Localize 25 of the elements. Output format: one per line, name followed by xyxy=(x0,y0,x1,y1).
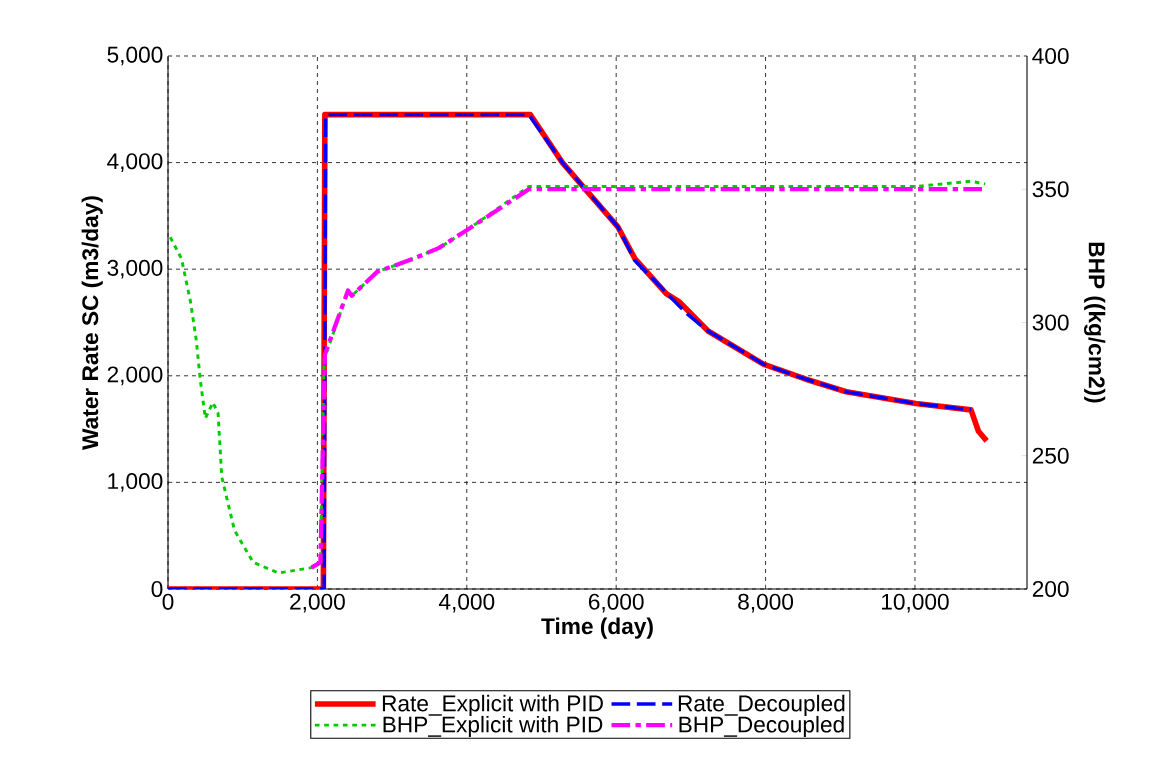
y-tick-label: 4,000 xyxy=(107,153,163,172)
y-tick-label: 5,000 xyxy=(107,46,163,66)
x-tick-label: 10,000 xyxy=(882,593,949,613)
legend-label: BHP_Decoupled xyxy=(679,715,844,738)
y2-tick-label: 350 xyxy=(1032,181,1069,198)
line-series xyxy=(168,179,987,575)
y-tick-label: 3,000 xyxy=(107,259,163,279)
legend-label: BHP_Explicit with PID xyxy=(383,715,603,738)
y2-tick-label: 250 xyxy=(1032,447,1069,464)
y-tick-label: 2,000 xyxy=(107,366,163,386)
legend-label: Rate_Explicit with PID xyxy=(382,694,603,716)
x-tick-label: 4,000 xyxy=(438,593,495,613)
y-axis-title: Water Rate SC (m3/day) xyxy=(81,196,103,450)
y2-tick-label: 300 xyxy=(1032,314,1069,331)
y-tick-label: 0 xyxy=(151,580,163,598)
x-tick-label: 6,000 xyxy=(588,593,644,613)
legend-label: Rate_Decoupled xyxy=(678,694,845,716)
y-tick-label: 1,000 xyxy=(108,473,163,492)
x-tick-label: 8,000 xyxy=(738,593,794,613)
y2-axis-title: BHP ((kg/cm2)) xyxy=(1084,242,1106,403)
x-tick-label: 0 xyxy=(162,593,174,610)
x-tick-label: 2,000 xyxy=(290,593,345,613)
y2-tick-label: 200 xyxy=(1032,580,1069,598)
x-axis-title: Time (day) xyxy=(541,617,653,639)
y2-tick-label: 400 xyxy=(1032,47,1069,65)
